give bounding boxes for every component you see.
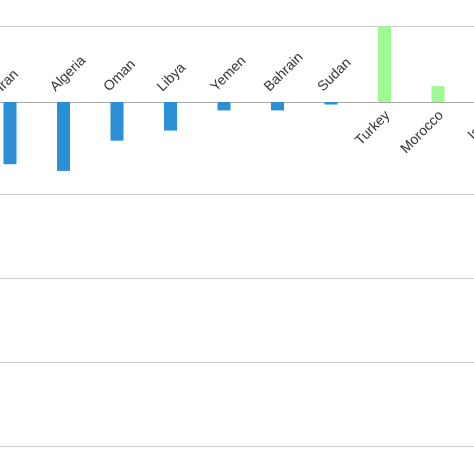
category-label-yemen: Yemen xyxy=(207,52,249,94)
category-label-oman: Oman xyxy=(100,56,138,94)
bar-iran xyxy=(3,102,17,165)
bar-oman xyxy=(110,102,124,141)
bar-yemen xyxy=(217,102,231,111)
category-label-libya: Libya xyxy=(153,59,188,94)
category-label-israel: Israel xyxy=(464,107,474,143)
bar-morocco xyxy=(431,86,445,102)
category-label-algeria: Algeria xyxy=(46,52,88,94)
bar-algeria xyxy=(57,102,70,171)
bar-sudan xyxy=(324,102,338,105)
category-label-sudan: Sudan xyxy=(314,54,354,94)
category-label-morocco: Morocco xyxy=(397,107,446,156)
gridlines xyxy=(0,26,474,447)
category-label-bahrain: Bahrain xyxy=(260,49,305,94)
category-label-turkey: Turkey xyxy=(351,107,392,148)
bar-libya xyxy=(164,102,177,131)
bar-turkey xyxy=(378,26,391,102)
category-label-iran: Iran xyxy=(0,66,21,94)
bar-bahrain xyxy=(271,102,284,111)
bars xyxy=(3,26,445,171)
